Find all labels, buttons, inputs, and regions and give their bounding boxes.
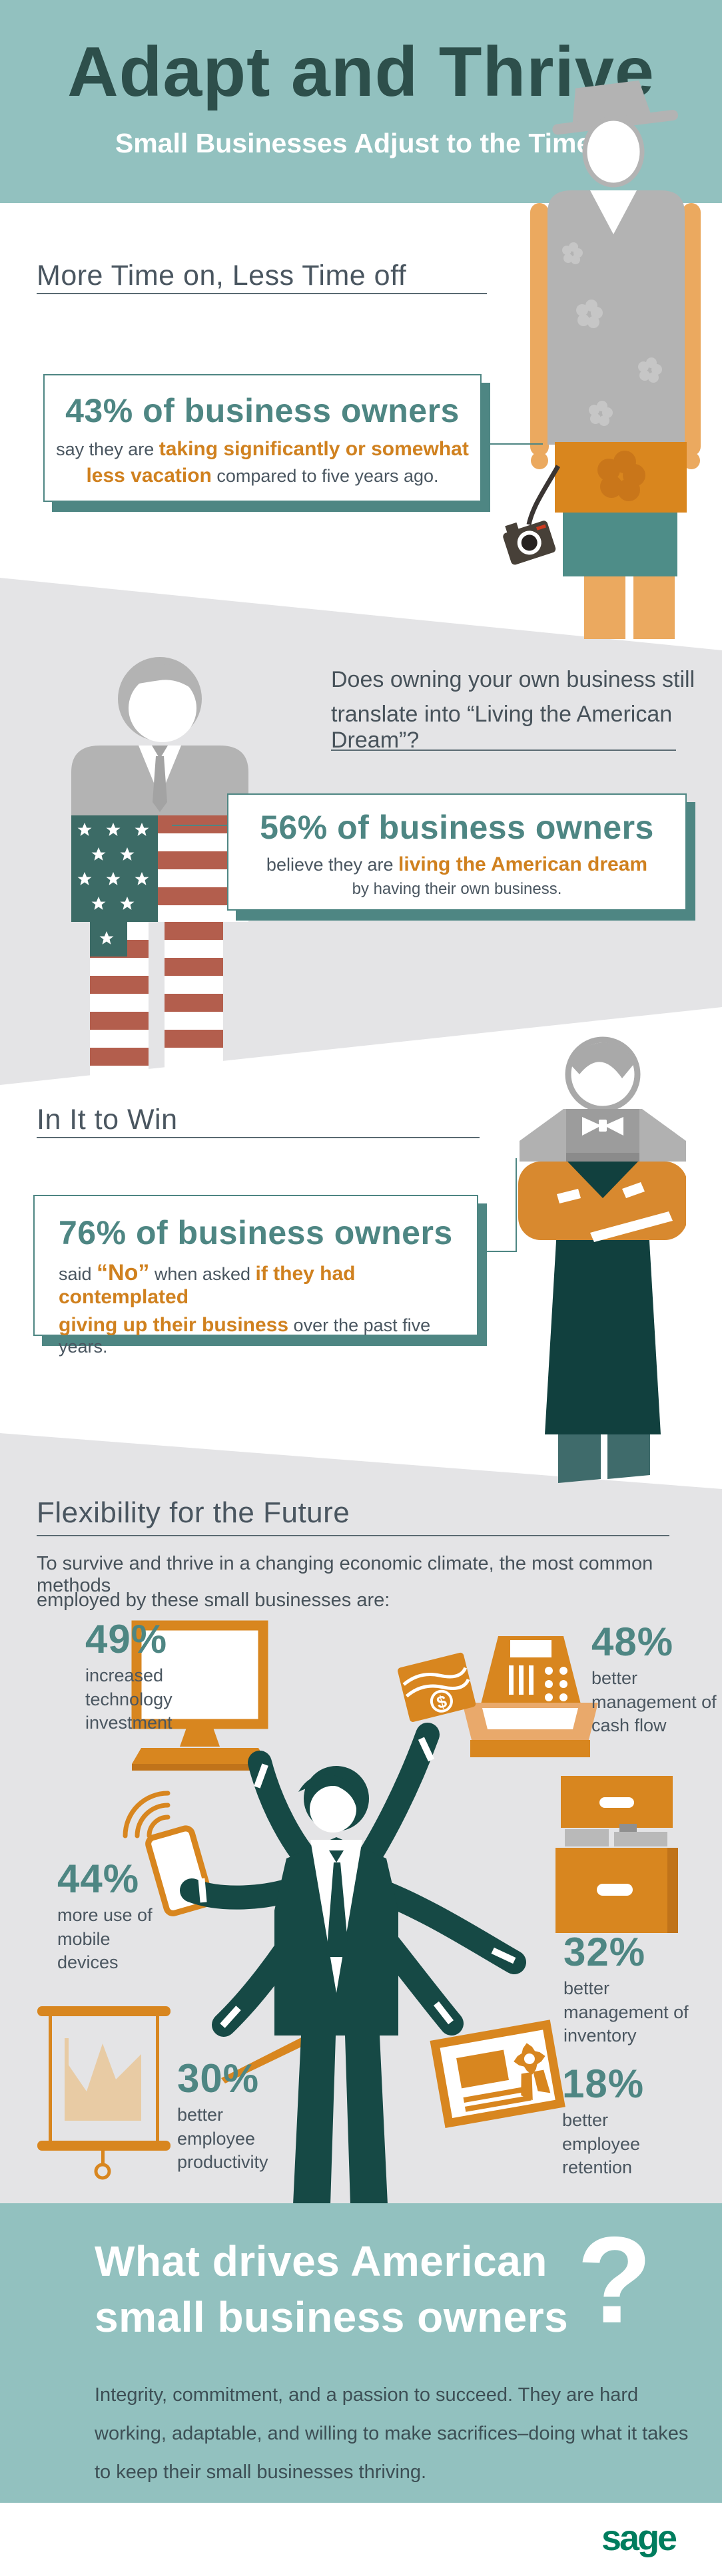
- footer-body-line1: Integrity, commitment, and a passion to …: [95, 2384, 639, 2406]
- flex-intro-line1: To survive and thrive in a changing econ…: [37, 1553, 653, 1596]
- vacationer-illustration: [503, 80, 701, 639]
- stat-text-highlight: giving up their business: [59, 1314, 289, 1336]
- footer-body-line3: to keep their small businesses thriving.: [95, 2462, 427, 2483]
- connector-line: [478, 1251, 517, 1252]
- heading-rule: [37, 1137, 480, 1138]
- footer-question-mark: ?: [577, 2212, 653, 2349]
- stat-value: 56% of business owners: [260, 809, 654, 846]
- monitor-icon: [131, 1620, 268, 1771]
- connector-line: [172, 825, 228, 826]
- stat-text-highlight: “No”: [97, 1260, 150, 1285]
- stat-text: by having their own business.: [352, 880, 562, 898]
- stat-pct-retention: 18%: [562, 2061, 645, 2106]
- stat-text: say they are: [56, 439, 159, 459]
- stat-text: when asked: [149, 1264, 256, 1284]
- connector-line: [516, 1158, 517, 1252]
- stat-value: 76% of business owners: [59, 1214, 453, 1251]
- dream-question-line1: Does owning your own business still: [331, 667, 695, 692]
- stat-text: said: [59, 1264, 97, 1284]
- file-cabinet-icon: [555, 1776, 678, 1933]
- stat-label-technology: increased technology investment: [85, 1665, 173, 1733]
- stat-value: 43% of business owners: [65, 392, 460, 429]
- heading-rule: [331, 750, 676, 751]
- camera-strap: [526, 465, 561, 525]
- heading-rule: [37, 293, 487, 294]
- stat-pct-mobile: 44%: [57, 1856, 140, 1901]
- shopkeeper-illustration: [518, 1036, 686, 1483]
- stat-text-highlight: living the American dream: [398, 853, 648, 875]
- stat-text-highlight: taking significantly or somewhat: [159, 438, 469, 460]
- stat-card-vacation: 43% of business owners say they are taki…: [43, 374, 482, 502]
- stat-pct-cashflow: 48%: [591, 1619, 674, 1664]
- stat-card-win: 76% of business owners said “No” when as…: [33, 1195, 478, 1357]
- stat-text-highlight: if they had contemplated: [59, 1263, 356, 1308]
- certificate-icon: [430, 2020, 565, 2129]
- multitasking-owner-illustration: $: [37, 1620, 678, 2203]
- flex-intro-line2: employed by these small businesses are:: [37, 1590, 390, 1611]
- footer-heading-line1: What drives American: [95, 2237, 547, 2285]
- stat-text: believe they are: [266, 855, 399, 875]
- stat-label-mobile: more use of mobile devices: [57, 1905, 153, 1973]
- footer-body-line2: working, adaptable, and willing to make …: [95, 2423, 689, 2444]
- connector-line: [480, 443, 543, 445]
- stat-pct-inventory: 32%: [563, 1930, 646, 1974]
- money-icon: $: [398, 1652, 476, 1722]
- section-heading-flex: Flexibility for the Future: [37, 1496, 350, 1529]
- stat-label-cashflow: better management of cash flow: [591, 1668, 717, 1736]
- flip-chart-icon: [37, 2006, 171, 2180]
- heading-rule: [37, 1535, 669, 1536]
- page-title: Adapt and Thrive: [67, 33, 655, 111]
- shirt-cuffs: [198, 1737, 516, 2028]
- page-subtitle: Small Businesses Adjust to the Times: [115, 128, 607, 158]
- stat-label-inventory: better management of inventory: [563, 1978, 689, 2046]
- camera-icon: [503, 521, 556, 565]
- footer-heading-line2: small business owners: [95, 2293, 569, 2341]
- stat-card-dream: 56% of business owners believe they are …: [227, 793, 687, 911]
- dream-question-line2: translate into “Living the American Drea…: [331, 702, 673, 753]
- stat-pct-productivity: 30%: [177, 2056, 260, 2101]
- cash-register-icon: [462, 1636, 598, 1757]
- stat-pct-technology: 49%: [85, 1617, 168, 1661]
- stat-text: over the past five years.: [59, 1315, 431, 1357]
- sage-logo: sage: [601, 2518, 677, 2558]
- section-heading-win: In It to Win: [37, 1104, 178, 1136]
- stat-label-productivity: better employee productivity: [177, 2105, 268, 2173]
- stat-text: compared to five years ago.: [211, 466, 439, 486]
- stat-label-retention: better employee retention: [562, 2110, 641, 2178]
- section-heading-vacation: More Time on, Less Time off: [37, 260, 407, 292]
- stat-text-highlight: less vacation: [86, 465, 212, 487]
